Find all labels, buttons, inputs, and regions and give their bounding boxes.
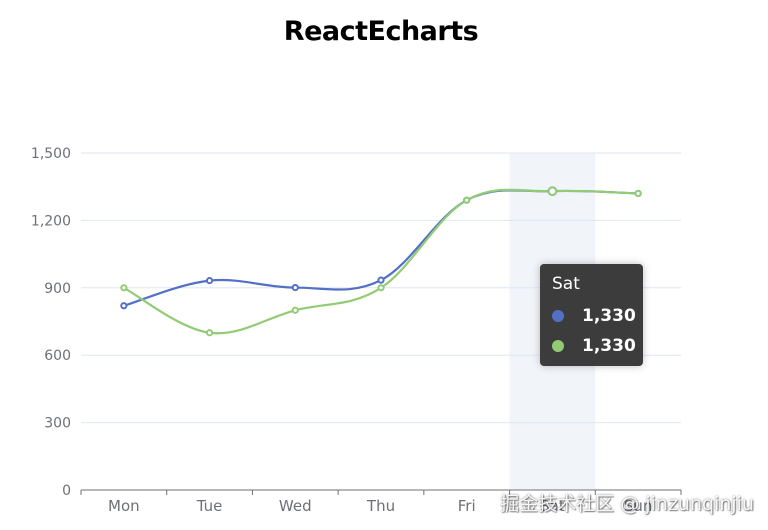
series-1-marker-icon [552,310,564,322]
tooltip-title: Sat [552,274,580,294]
y-tick-label: 600 [44,348,71,364]
series-2-point[interactable] [205,329,214,337]
watermark: 掘金技术社区 @ jinzunqinjiu [500,493,754,515]
series-2-point[interactable] [463,196,471,204]
y-tick-label: 900 [44,281,71,297]
x-tick-label: Thu [366,497,395,515]
x-tick-label: Wed [279,497,312,515]
x-tick-label: Mon [108,497,140,515]
x-tick-label: Sun [624,497,653,515]
tooltip-value-series-2: 1,330 [582,336,636,356]
x-tick-label: Fri [458,497,476,515]
series-2-marker-icon [552,340,564,352]
series-2-point[interactable] [547,186,558,196]
series-1-point[interactable] [120,302,128,310]
x-tick-label: Sat [540,497,565,515]
series-2-point[interactable] [634,189,642,198]
series-1-point[interactable] [377,276,385,284]
chart-title: ReactEcharts [283,16,479,47]
tooltip: Sat 1,330 1,330 [540,264,643,366]
y-tick-label: 1,500 [31,146,71,162]
series-2-point[interactable] [377,284,385,292]
tooltip-row-series-1: 1,330 [552,305,636,327]
series-2-point[interactable] [291,306,299,314]
y-tick-label: 0 [62,483,71,499]
y-tick-label: 1,200 [31,213,71,229]
series-1-point[interactable] [291,283,299,292]
tooltip-row-series-2: 1,330 [552,335,636,357]
y-tick-label: 300 [44,416,71,432]
tooltip-value-series-1: 1,330 [582,306,636,326]
x-tick-label: Tue [196,497,223,515]
series-1-point[interactable] [205,277,214,285]
series-2-point[interactable] [120,284,128,292]
